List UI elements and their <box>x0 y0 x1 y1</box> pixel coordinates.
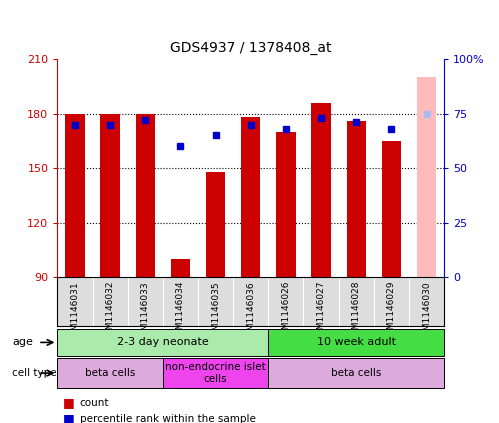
Text: percentile rank within the sample: percentile rank within the sample <box>80 414 255 423</box>
Text: ■: ■ <box>62 396 74 409</box>
Bar <box>163 358 268 388</box>
Bar <box>268 358 444 388</box>
Text: beta cells: beta cells <box>331 368 381 378</box>
Text: GSM1146033: GSM1146033 <box>141 281 150 342</box>
Bar <box>311 103 331 277</box>
Text: cell type: cell type <box>12 368 57 378</box>
Text: beta cells: beta cells <box>85 368 135 378</box>
Text: GSM1146030: GSM1146030 <box>422 281 431 342</box>
Bar <box>206 172 225 277</box>
Text: GSM1146034: GSM1146034 <box>176 281 185 341</box>
Text: 10 week adult: 10 week adult <box>317 338 396 347</box>
Bar <box>241 117 260 277</box>
Bar <box>171 259 190 277</box>
Bar <box>65 114 85 277</box>
Text: GSM1146036: GSM1146036 <box>246 281 255 342</box>
Text: GSM1146028: GSM1146028 <box>352 281 361 341</box>
Text: 2-3 day neonate: 2-3 day neonate <box>117 338 209 347</box>
Text: count: count <box>80 398 109 408</box>
Bar <box>276 132 295 277</box>
Text: ■: ■ <box>62 412 74 423</box>
Bar <box>417 77 436 277</box>
Bar <box>382 141 401 277</box>
Text: age: age <box>12 338 33 347</box>
Text: GSM1146032: GSM1146032 <box>106 281 115 341</box>
Bar <box>100 114 120 277</box>
Text: GSM1146035: GSM1146035 <box>211 281 220 342</box>
Bar <box>268 329 444 356</box>
Title: GDS4937 / 1378408_at: GDS4937 / 1378408_at <box>170 41 331 55</box>
Bar <box>136 114 155 277</box>
Text: GSM1146027: GSM1146027 <box>316 281 325 341</box>
Text: GSM1146026: GSM1146026 <box>281 281 290 341</box>
Text: GSM1146029: GSM1146029 <box>387 281 396 341</box>
Bar <box>346 121 366 277</box>
Text: non-endocrine islet
cells: non-endocrine islet cells <box>165 362 266 384</box>
Bar <box>57 358 163 388</box>
Text: GSM1146031: GSM1146031 <box>70 281 79 342</box>
Bar <box>57 329 268 356</box>
